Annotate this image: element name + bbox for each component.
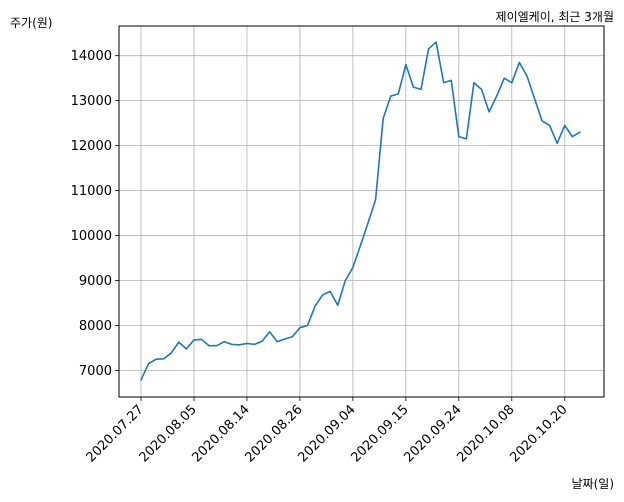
y-tick-label: 10000 (71, 229, 112, 244)
x-tick-label: 2020.10.20 (507, 402, 570, 465)
y-tick-label: 13000 (71, 94, 112, 109)
price-line (140, 41, 581, 381)
y-tick-label: 9000 (79, 274, 112, 289)
series-layer (140, 41, 581, 381)
y-tick-label: 12000 (71, 139, 112, 154)
x-axis: 2020.07.272020.08.052020.08.142020.08.26… (84, 397, 571, 465)
y-tick-label: 11000 (71, 184, 112, 199)
x-axis-label: 날짜(일) (572, 477, 614, 491)
y-tick-label: 7000 (79, 364, 112, 379)
y-tick-label: 14000 (71, 49, 112, 64)
chart-title: 제이엘케이, 최근 3개월 (496, 10, 614, 24)
y-tick-label: 8000 (79, 319, 112, 334)
y-axis: 7000 8000 9000 10000 11000 12000 13000 14000 (71, 49, 119, 379)
grid (119, 26, 604, 397)
plot-frame (118, 25, 605, 398)
y-axis-label: 주가(원) (10, 16, 52, 30)
